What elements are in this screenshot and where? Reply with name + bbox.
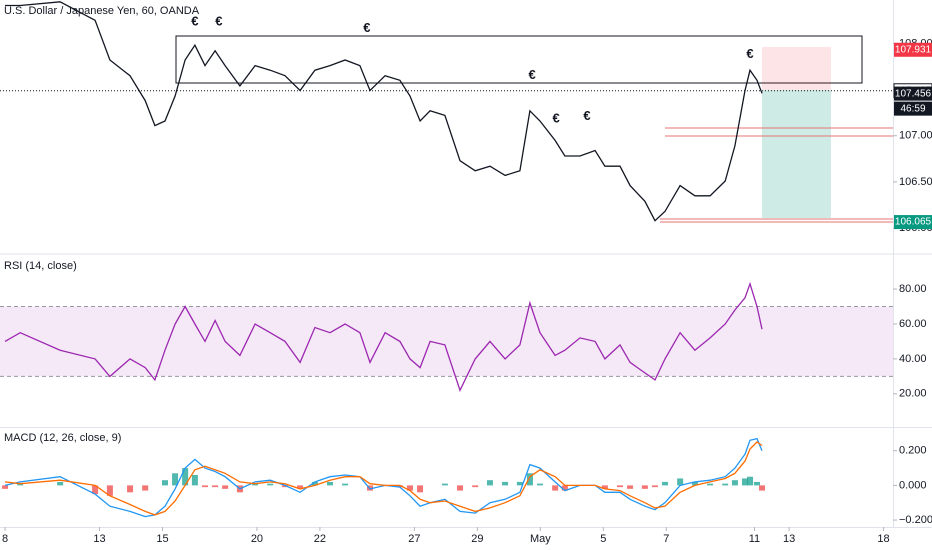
x-tick-label: 13 <box>93 533 105 545</box>
histogram-bar <box>601 485 608 489</box>
histogram-bar <box>297 485 304 489</box>
histogram-bar <box>191 474 198 486</box>
event-marker: € <box>529 67 536 82</box>
series-line <box>4 437 763 518</box>
y-tick-label: 20.00 <box>899 388 927 400</box>
histogram-bar <box>441 483 448 486</box>
histogram-bar <box>537 483 544 486</box>
x-tick-label: 13 <box>783 533 795 545</box>
histogram-bar <box>92 485 99 495</box>
histogram-bar <box>742 478 749 486</box>
countdown-bg <box>894 101 932 116</box>
x-tick-label: 11 <box>749 533 760 545</box>
x-tick-label: 5 <box>600 533 606 545</box>
y-tick-label: 80.00 <box>899 283 927 295</box>
x-tick-label: 20 <box>251 533 263 545</box>
histogram-bar <box>457 485 464 491</box>
histogram-bar <box>106 485 113 496</box>
price-label: 107.931 <box>895 44 932 55</box>
x-tick-label: 22 <box>314 533 326 545</box>
rsi-band <box>0 306 893 377</box>
histogram-bar <box>326 481 333 486</box>
histogram-bar <box>691 481 698 486</box>
price-label-bg <box>894 42 932 57</box>
histogram-bar <box>281 485 288 488</box>
histogram-bar <box>172 473 179 486</box>
histogram-bar <box>561 485 568 491</box>
histogram-bar <box>641 485 648 489</box>
histogram-bar <box>616 485 623 488</box>
chart-title: U.S. Dollar / Japanese Yen, 60, OANDA <box>4 5 200 17</box>
x-tick-label: 7 <box>663 533 669 545</box>
y-tick-label: 0.000 <box>899 479 927 491</box>
x-tick-label: 27 <box>408 533 420 545</box>
price-label-bg <box>894 215 932 230</box>
series-line <box>5 1 763 222</box>
y-tick-label: 40.00 <box>899 353 927 365</box>
event-marker: € <box>363 20 370 35</box>
price-label: 106.065 <box>895 217 932 228</box>
event-marker: € <box>746 46 753 61</box>
histogram-bar <box>222 485 229 489</box>
histogram-bar <box>396 485 403 488</box>
histogram-bar <box>677 478 684 486</box>
x-tick-label: 15 <box>156 533 168 545</box>
rectangle-drawing <box>175 35 863 84</box>
histogram-bar <box>17 483 24 486</box>
histogram-bar <box>2 485 9 489</box>
histogram-bar <box>57 481 64 486</box>
histogram-bar <box>127 485 134 493</box>
event-marker: € <box>191 14 198 29</box>
histogram-bar <box>472 485 479 488</box>
histogram-bar <box>731 480 738 486</box>
histogram-bar <box>342 483 349 486</box>
histogram-bar <box>182 468 189 486</box>
histogram-bar <box>406 485 413 491</box>
event-marker: € <box>583 108 590 123</box>
price-label: 107.456 <box>895 88 932 99</box>
histogram-bar <box>417 485 424 493</box>
y-tick-label: 0.200 <box>899 445 927 457</box>
x-tick-label: 18 <box>877 533 889 545</box>
histogram-bar <box>707 483 714 486</box>
histogram-bar <box>662 481 669 486</box>
price-label-bg <box>894 86 932 101</box>
series-line <box>4 281 763 393</box>
histogram-bar <box>516 481 523 486</box>
event-marker: € <box>552 111 559 126</box>
x-tick-label: 8 <box>2 533 8 545</box>
histogram-bar <box>311 481 318 486</box>
x-tick-label: 29 <box>471 533 483 545</box>
target-zone <box>762 90 831 218</box>
histogram-bar <box>526 473 533 486</box>
histogram-bar <box>502 481 509 486</box>
y-tick-label: 60.00 <box>899 318 927 330</box>
histogram-bar <box>142 485 149 491</box>
y-tick-label: −0.200 <box>899 514 932 526</box>
event-marker: € <box>215 14 222 29</box>
histogram-bar <box>651 485 658 488</box>
histogram-bar <box>267 483 274 486</box>
countdown: 46:59 <box>900 103 925 114</box>
histogram-bar <box>722 483 729 486</box>
histogram-bar <box>552 485 559 491</box>
stop-zone <box>762 47 831 90</box>
rsi-title: RSI (14, close) <box>4 260 77 272</box>
histogram-bar <box>212 485 219 488</box>
histogram-bar <box>161 480 168 486</box>
histogram-bar <box>486 480 493 486</box>
histogram-bar <box>252 483 259 486</box>
y-tick-label: 107.000 <box>899 130 932 142</box>
y-tick-label: 106.500 <box>899 176 932 188</box>
histogram-bar <box>747 476 754 486</box>
histogram-bar <box>201 485 208 488</box>
series-line <box>4 441 763 516</box>
x-tick-label: May <box>530 533 551 545</box>
histogram-bar <box>759 485 766 491</box>
histogram-bar <box>627 485 634 489</box>
histogram-bar <box>753 481 760 486</box>
macd-title: MACD (12, 26, close, 9) <box>4 432 121 444</box>
